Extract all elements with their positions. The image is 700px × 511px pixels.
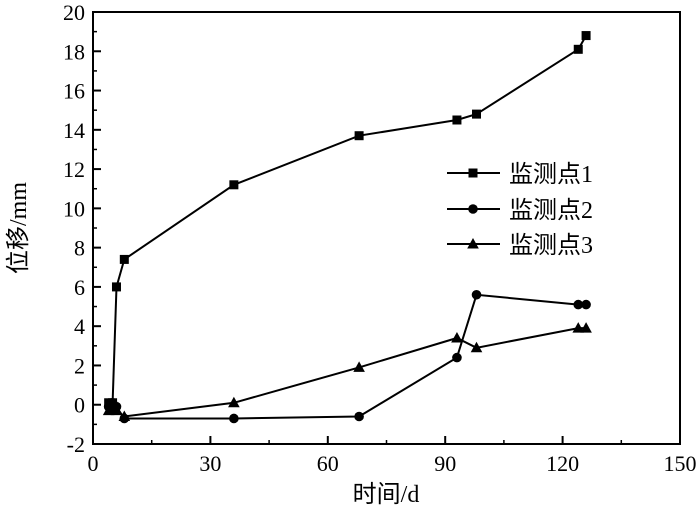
y-tick-label: 20 <box>63 0 85 25</box>
series-2-point <box>581 299 591 310</box>
series-1-point <box>573 44 583 54</box>
y-tick-label: 4 <box>74 314 85 339</box>
series-2-point <box>354 411 364 422</box>
y-axis-title: 位移/mm <box>5 182 32 274</box>
legend-marker-series-3 <box>467 238 479 249</box>
series-2-point <box>229 413 239 424</box>
x-tick-label: 30 <box>199 451 221 476</box>
series-3-point <box>451 331 463 343</box>
x-axis-title: 时间/d <box>353 481 420 508</box>
series-2-point <box>471 289 482 300</box>
x-tick-label: 60 <box>317 451 339 476</box>
y-tick-label: 16 <box>63 79 85 104</box>
y-tick-label: 8 <box>74 236 85 261</box>
x-tick-label: 120 <box>546 451 579 476</box>
series-1-point <box>111 282 121 292</box>
y-tick-label: -2 <box>67 432 85 457</box>
y-tick-label: 14 <box>63 118 85 143</box>
series-3-point <box>110 404 123 416</box>
series-2 <box>103 289 591 424</box>
legend-marker-series-1 <box>468 168 478 178</box>
legend-label-series-3: 监测点3 <box>509 232 593 259</box>
series-layer <box>102 31 592 424</box>
series-1-point <box>472 109 482 119</box>
series-2-line <box>107 293 587 420</box>
plot-frame <box>92 11 681 445</box>
series-3 <box>102 322 592 422</box>
y-tick-label: 10 <box>63 196 85 221</box>
axis-ticks <box>92 11 681 445</box>
series-1-point <box>452 115 462 125</box>
series-1-point <box>581 31 591 41</box>
series-3-point <box>118 410 131 422</box>
series-3-line <box>108 327 587 418</box>
series-2-point <box>452 352 462 363</box>
series-3-point <box>572 322 585 333</box>
series-1-line <box>108 35 587 404</box>
legend-label-series-2: 监测点2 <box>509 197 593 224</box>
series-1-point <box>354 131 364 141</box>
x-tick-label: 90 <box>434 451 456 476</box>
y-tick-label: 12 <box>63 157 85 182</box>
series-1-point <box>119 254 129 264</box>
legend-marker-series-2 <box>468 204 478 214</box>
legend: 监测点1 监测点2 监测点3 <box>447 161 593 259</box>
y-tick-label: 6 <box>74 275 85 300</box>
series-2-point <box>573 299 584 310</box>
series-3-point <box>580 322 592 333</box>
x-tick-label: 0 <box>88 451 99 476</box>
series-3-point <box>353 361 365 372</box>
series-3-point <box>228 396 240 408</box>
series-1-point <box>229 180 239 190</box>
y-tick-label: 0 <box>74 393 85 418</box>
series-3-point <box>470 341 483 353</box>
y-tick-label: 2 <box>74 353 85 378</box>
y-tick-label: 18 <box>63 39 85 64</box>
legend-label-series-1: 监测点1 <box>509 161 593 188</box>
x-tick-label: 150 <box>664 451 697 476</box>
